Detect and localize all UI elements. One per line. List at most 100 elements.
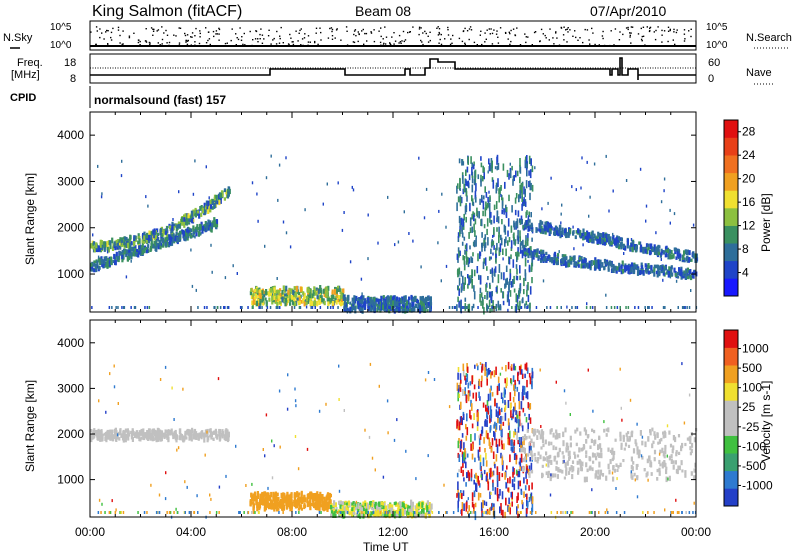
heatmap-cell (589, 238, 592, 243)
noise-dot (320, 31, 322, 34)
heatmap-cell (116, 243, 119, 248)
heatmap-cell (647, 436, 650, 442)
heatmap-cell (508, 173, 510, 180)
heatmap-cell (415, 503, 419, 509)
heatmap-cell (93, 241, 96, 245)
noise-dot (408, 31, 411, 33)
heatmap-cell (389, 503, 392, 509)
heatmap-cell (518, 418, 520, 428)
heatmap-cell (547, 225, 550, 229)
heatmap-cell (522, 407, 525, 413)
heatmap-cell (115, 429, 118, 435)
noise-dot (602, 37, 604, 40)
heatmap-cell (175, 231, 178, 235)
noise-dot (510, 29, 512, 32)
heatmap-cell (669, 443, 673, 448)
heatmap-cell (327, 504, 330, 508)
heatmap-cell (112, 260, 115, 264)
heatmap-cell (547, 254, 550, 259)
heatmap-cell (283, 289, 287, 293)
heatmap-cell (664, 254, 667, 258)
heatmap-cell (506, 169, 509, 178)
heatmap-cell (289, 288, 292, 292)
heatmap-cell (420, 505, 423, 509)
heatmap-cell (507, 418, 510, 426)
heatmap-cell (565, 467, 568, 471)
heatmap-cell (660, 251, 663, 256)
heatmap-cell (624, 245, 627, 251)
heatmap-cell (345, 508, 348, 514)
heatmap-cell (396, 306, 398, 309)
heatmap-cell (483, 469, 486, 475)
heatmap-cell (218, 200, 221, 206)
heatmap-cell (512, 375, 515, 382)
heatmap-cell (349, 306, 352, 312)
heatmap-cell (276, 503, 279, 509)
heatmap-cell (357, 509, 360, 513)
heatmap-cell (142, 232, 145, 237)
heatmap-cell (499, 506, 501, 514)
noise-dot (307, 41, 310, 43)
heatmap-cell (494, 487, 497, 495)
heatmap-cell (488, 190, 490, 194)
noise-dot (156, 30, 158, 32)
heatmap-cell (340, 293, 343, 300)
heatmap-cell (224, 276, 227, 280)
heatmap-cell (490, 248, 492, 254)
heatmap-cell (501, 473, 504, 478)
heatmap-cell (638, 241, 641, 245)
heatmap-cell (380, 501, 383, 505)
noise-dot (249, 30, 251, 33)
heatmap-cell (459, 197, 462, 203)
heatmap-cell (418, 305, 421, 310)
heatmap-cell (611, 268, 614, 273)
heatmap-cell (607, 447, 610, 452)
heatmap-cell (385, 309, 388, 313)
heatmap-cell (195, 230, 198, 237)
heatmap-cell (478, 378, 481, 386)
heatmap-cell (334, 502, 337, 507)
heatmap-cell (687, 275, 690, 280)
heatmap-cell (362, 501, 365, 506)
noise-dot (438, 31, 440, 34)
noise-dot (268, 29, 270, 31)
heatmap-cell (456, 472, 459, 478)
noise-dot (555, 31, 557, 33)
heatmap-cell (508, 237, 511, 243)
heatmap-cell (509, 476, 511, 484)
heatmap-cell (562, 262, 565, 266)
heatmap-cell (111, 437, 114, 442)
heatmap-cell (489, 388, 491, 393)
noise-dot (403, 40, 405, 43)
noise-dot (610, 30, 612, 32)
heatmap-cell (117, 239, 120, 243)
heatmap-cell (504, 399, 506, 405)
heatmap-cell (342, 288, 345, 294)
station-title: King Salmon (fitACF) (92, 3, 242, 20)
heatmap-cell (351, 185, 353, 189)
heatmap-cell (526, 508, 528, 514)
heatmap-cell (542, 228, 545, 235)
noise-dot (402, 30, 405, 33)
heatmap-cell (531, 184, 534, 192)
heatmap-cell (190, 248, 192, 252)
noise-dot (499, 27, 502, 29)
heatmap-cell (463, 503, 465, 511)
heatmap-cell (459, 492, 461, 499)
heatmap-cell (494, 306, 497, 309)
heatmap-cell (502, 291, 505, 299)
noise-dot (300, 28, 302, 30)
heatmap-cell (581, 156, 583, 160)
heatmap-cell (146, 306, 149, 309)
heatmap-cell (514, 402, 516, 411)
heatmap-cell (457, 372, 459, 380)
heatmap-cell (385, 306, 387, 309)
heatmap-cell (677, 306, 679, 309)
heatmap-cell (421, 306, 424, 309)
heatmap-cell (373, 296, 376, 302)
nsky-label: N.Sky (3, 32, 33, 44)
noise-dot (493, 29, 495, 31)
heatmap-cell (515, 221, 518, 227)
heatmap-cell (135, 252, 138, 257)
